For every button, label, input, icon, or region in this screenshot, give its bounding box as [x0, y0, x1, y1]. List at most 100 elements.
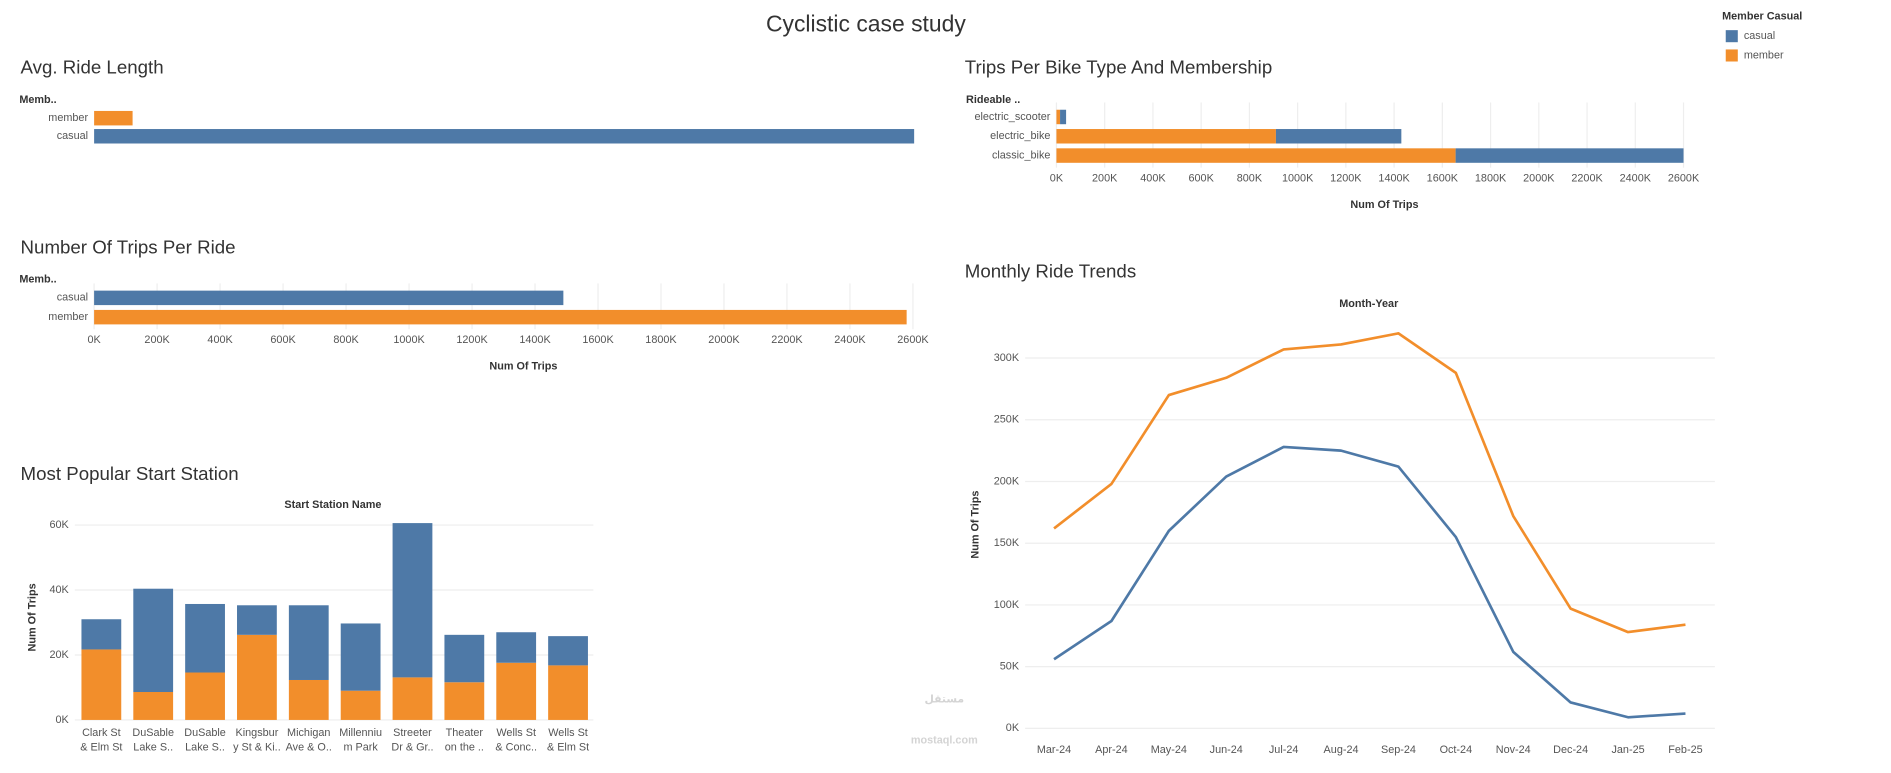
x-tick-label: m Park [343, 742, 378, 754]
x-tick-label: 2000K [708, 334, 740, 346]
y-tick-label: 300K [994, 352, 1020, 364]
x-tick-label: 2200K [771, 334, 803, 346]
bar-segment [548, 665, 588, 720]
x-tick-label: & Conc.. [495, 742, 537, 754]
bar-segment [444, 634, 485, 683]
x-tick-label: 1000K [393, 334, 425, 346]
x-tick-label: 1800K [1475, 172, 1507, 184]
chart-title: Most Popular Start Station [21, 463, 239, 484]
x-tick-label: 600K [270, 334, 296, 346]
bar-segment [548, 636, 588, 666]
x-tick-label: 1000K [1282, 172, 1314, 184]
chart-title: Avg. Ride Length [21, 57, 164, 78]
bar-segment [1455, 148, 1684, 163]
watermark: مستقل [924, 693, 964, 705]
x-axis-label: Num Of Trips [489, 360, 557, 372]
category-label: electric_scooter [974, 111, 1050, 123]
chart-title: Monthly Ride Trends [965, 260, 1136, 281]
bar-segment [288, 679, 329, 720]
axis-header: Month-Year [1339, 298, 1399, 310]
x-tick-label: 2000K [1523, 172, 1555, 184]
axis-header: Memb.. [19, 274, 56, 286]
x-tick-label: 2600K [897, 334, 929, 346]
bar-segment [1275, 129, 1402, 144]
bar-segment [133, 588, 174, 693]
x-tick-label: Feb-25 [1668, 744, 1702, 756]
x-tick-label: DuSable [184, 727, 226, 739]
bar-segment [340, 623, 381, 691]
category-label: electric_bike [990, 130, 1050, 142]
x-tick-label: Sep-24 [1381, 744, 1416, 756]
x-tick-label: & Elm St [547, 742, 589, 754]
x-tick-label: Jul-24 [1269, 744, 1299, 756]
x-tick-label: 2200K [1571, 172, 1603, 184]
x-tick-label: 1200K [1330, 172, 1362, 184]
x-tick-label: Jun-24 [1210, 744, 1243, 756]
y-axis-label: Num Of Trips [26, 583, 38, 651]
bar-segment [1056, 148, 1456, 163]
x-tick-label: 1600K [582, 334, 614, 346]
bar-segment [1056, 109, 1061, 125]
y-tick-label: 60K [49, 519, 69, 531]
category-label: classic_bike [992, 149, 1050, 161]
x-tick-label: Lake S.. [185, 742, 225, 754]
x-tick-label: Lake S.. [133, 742, 173, 754]
bar-segment [185, 672, 225, 720]
category-label: member [48, 311, 88, 323]
x-tick-label: Wells St [496, 727, 536, 739]
x-tick-label: 0K [1050, 172, 1064, 184]
bar-segment [288, 605, 329, 680]
x-tick-label: Wells St [548, 727, 588, 739]
x-tick-label: 1800K [645, 334, 677, 346]
x-tick-label: Millenniu [339, 727, 382, 739]
y-axis-label: Num Of Trips [970, 491, 982, 559]
x-tick-label: Apr-24 [1095, 744, 1128, 756]
x-tick-label: on the .. [445, 742, 484, 754]
x-tick-label: 2400K [834, 334, 866, 346]
x-tick-label: Jan-25 [1611, 744, 1644, 756]
x-tick-label: & Elm St [80, 742, 122, 754]
x-tick-label: May-24 [1151, 744, 1187, 756]
bar-segment [340, 690, 381, 720]
x-tick-label: Dr & Gr.. [391, 742, 433, 754]
category-label: casual [57, 292, 88, 304]
x-tick-label: 1400K [1378, 172, 1410, 184]
x-tick-label: Kingsbur [236, 727, 279, 739]
bar-segment [444, 682, 485, 720]
x-tick-label: 2400K [1620, 172, 1652, 184]
bar-segment [496, 662, 537, 720]
bar [94, 309, 907, 325]
watermark: mostaql.com [911, 734, 978, 746]
bar-segment [133, 692, 174, 720]
legend-label: casual [1744, 30, 1775, 42]
x-tick-label: 200K [1092, 172, 1118, 184]
axis-header: Start Station Name [284, 499, 381, 511]
bar-segment [1060, 109, 1067, 125]
x-tick-label: Mar-24 [1037, 744, 1071, 756]
x-tick-label: 800K [333, 334, 359, 346]
y-tick-label: 0K [56, 714, 70, 726]
y-tick-label: 150K [994, 537, 1020, 549]
x-tick-label: 1200K [456, 334, 488, 346]
x-tick-label: 0K [87, 334, 101, 346]
legend-swatch [1725, 49, 1738, 62]
bar [94, 290, 564, 306]
legend-label: member [1744, 49, 1784, 61]
x-tick-label: Michigan [287, 727, 330, 739]
x-tick-label: Ave & O.. [286, 742, 332, 754]
x-tick-label: 200K [144, 334, 170, 346]
x-tick-label: 1600K [1427, 172, 1459, 184]
bar-segment [392, 523, 433, 678]
x-tick-label: 600K [1188, 172, 1214, 184]
y-tick-label: 100K [994, 599, 1020, 611]
chart-title: Trips Per Bike Type And Membership [965, 57, 1272, 78]
bar-segment [81, 619, 122, 650]
y-tick-label: 200K [994, 475, 1020, 487]
bar-segment [237, 605, 277, 635]
bar-segment [237, 634, 277, 720]
y-tick-label: 50K [1000, 661, 1020, 673]
category-label: member [48, 112, 88, 124]
legend-title: Member Casual [1722, 11, 1802, 23]
